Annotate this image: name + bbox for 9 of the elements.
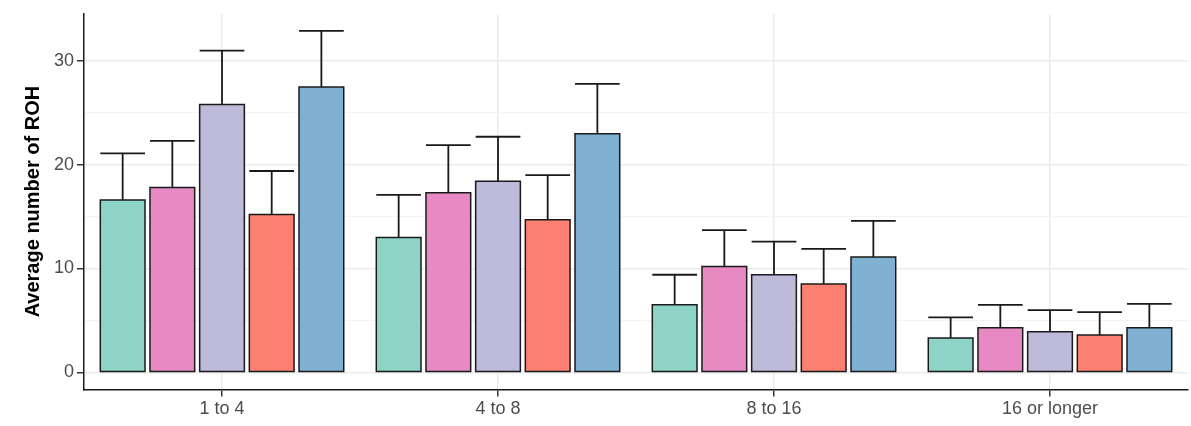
y-tick-label: 20 — [53, 153, 75, 174]
y-tick-label: 30 — [53, 49, 75, 70]
x-tick-label: 16 or longer — [1001, 398, 1099, 419]
x-tick-label: 8 to 16 — [746, 398, 802, 419]
x-tick-label: 1 to 4 — [199, 398, 245, 419]
y-axis-title: Average number of ROH — [20, 85, 43, 318]
y-tick-label: 10 — [53, 257, 75, 278]
y-tick-label: 0 — [64, 361, 75, 382]
x-tick-label: 4 to 8 — [475, 398, 521, 419]
